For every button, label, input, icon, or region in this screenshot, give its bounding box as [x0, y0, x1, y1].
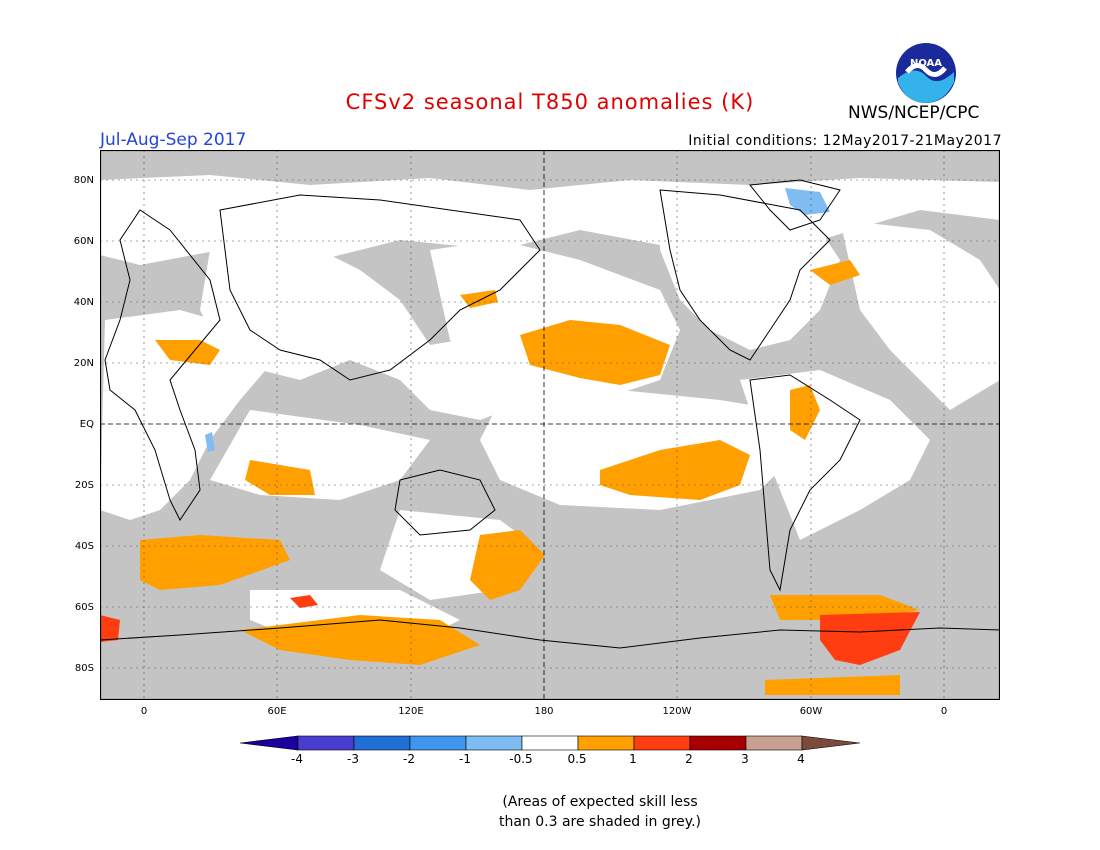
- coast-antarctica: [100, 619, 1000, 649]
- coastlines: [100, 179, 1000, 649]
- warm-tasman: [470, 530, 545, 600]
- hot-indian-southern: [290, 595, 318, 608]
- lat-label: EQ: [79, 419, 94, 430]
- anomaly-map: [100, 150, 1000, 700]
- coast-europe-africa: [104, 209, 221, 521]
- colorbar-label: -0.5: [509, 752, 533, 766]
- colorbar-cell: [297, 735, 355, 751]
- season-label: Jul-Aug-Sep 2017: [100, 130, 247, 150]
- colorbar-label: 2: [685, 752, 693, 766]
- skill-note-line: than 0.3 are shaded in grey.): [498, 814, 701, 830]
- initial-conditions-label: Initial conditions: 12May2017-21May2017: [688, 133, 1002, 149]
- lon-label: 180: [534, 706, 554, 717]
- colorbar-cell: [521, 735, 579, 751]
- lat-label: 60N: [73, 236, 94, 247]
- cool-greenland: [785, 188, 830, 215]
- cool-east-africa: [205, 432, 215, 452]
- positive-anomaly-1-2: [100, 595, 920, 665]
- lon-label: 0: [140, 706, 148, 717]
- lat-label: 40S: [74, 541, 94, 552]
- colorbar-label: 4: [797, 752, 805, 766]
- colorbar-arrow-low: [240, 735, 299, 751]
- neutral-south-america: [740, 370, 930, 540]
- lat-label: 80N: [73, 175, 94, 186]
- colorbar: [240, 735, 861, 751]
- colorbar-label: -2: [403, 752, 415, 766]
- colorbar-arrow-high: [801, 735, 861, 751]
- neutral-arctic: [100, 175, 1000, 265]
- colorbar-cell: [689, 735, 747, 751]
- colorbar-cell: [465, 735, 523, 751]
- warm-arabia: [155, 340, 220, 365]
- coast-australia: [394, 469, 496, 536]
- map-frame: [100, 150, 1000, 700]
- neutral-north-america: [660, 190, 840, 350]
- neutral-asia: [200, 240, 540, 420]
- reference-lines: [100, 150, 1000, 700]
- lat-label: 80S: [74, 663, 94, 674]
- warm-indian-south: [245, 460, 315, 495]
- colorbar-label: -1: [459, 752, 471, 766]
- lon-label: 0: [940, 706, 948, 717]
- colorbar-label: -3: [347, 752, 359, 766]
- warm-far-south: [765, 675, 900, 695]
- coast-greenland: [749, 179, 841, 231]
- lon-label: 60E: [267, 706, 287, 717]
- lon-label: 120W: [662, 706, 692, 717]
- lat-label: 20N: [73, 358, 94, 369]
- map-title: CFSv2 seasonal T850 anomalies (K): [345, 90, 755, 114]
- hot-southwest-edge: [100, 615, 120, 642]
- neutral-africa: [100, 310, 270, 520]
- lon-label: 60W: [799, 706, 823, 717]
- colorbar-cell: [745, 735, 803, 751]
- warm-tropical-atlantic: [790, 385, 820, 440]
- coast-south-america: [749, 374, 861, 592]
- colorbar-label: 0.5: [567, 752, 587, 766]
- lon-label: 120E: [398, 706, 424, 717]
- colorbar-cell: [577, 735, 635, 751]
- lat-label: 20S: [74, 480, 94, 491]
- warm-antarctic-coast: [240, 615, 480, 665]
- lat-label: 40N: [73, 297, 94, 308]
- logo-text: NOAA: [910, 58, 942, 69]
- graticule: [100, 150, 1000, 700]
- skill-note-line: (Areas of expected skill less: [502, 794, 698, 810]
- colorbar-label: 1: [629, 752, 637, 766]
- skill-note: (Areas of expected skill less than 0.3 a…: [470, 792, 730, 832]
- warm-japan: [460, 290, 498, 308]
- colorbar-cell: [633, 735, 691, 751]
- neutral-atlantic: [840, 220, 1000, 410]
- colorbar-cell: [353, 735, 411, 751]
- coast-asia: [219, 194, 541, 381]
- hot-weddell: [820, 612, 920, 665]
- colorbar-label: -4: [291, 752, 303, 766]
- coast-north-america: [659, 189, 831, 361]
- colorbar-label: 3: [741, 752, 749, 766]
- warm-south-atlantic: [140, 535, 290, 590]
- warm-north-pacific: [520, 320, 670, 385]
- noaa-logo: NOAA: [896, 43, 956, 103]
- warm-north-atlantic: [810, 260, 860, 285]
- negative-anomaly: [205, 188, 830, 452]
- colorbar-cell: [409, 735, 467, 751]
- positive-anomaly-0-5-1: [140, 260, 920, 695]
- lat-label: 60S: [74, 602, 94, 613]
- agency-label: NWS/NCEP/CPC: [848, 103, 980, 123]
